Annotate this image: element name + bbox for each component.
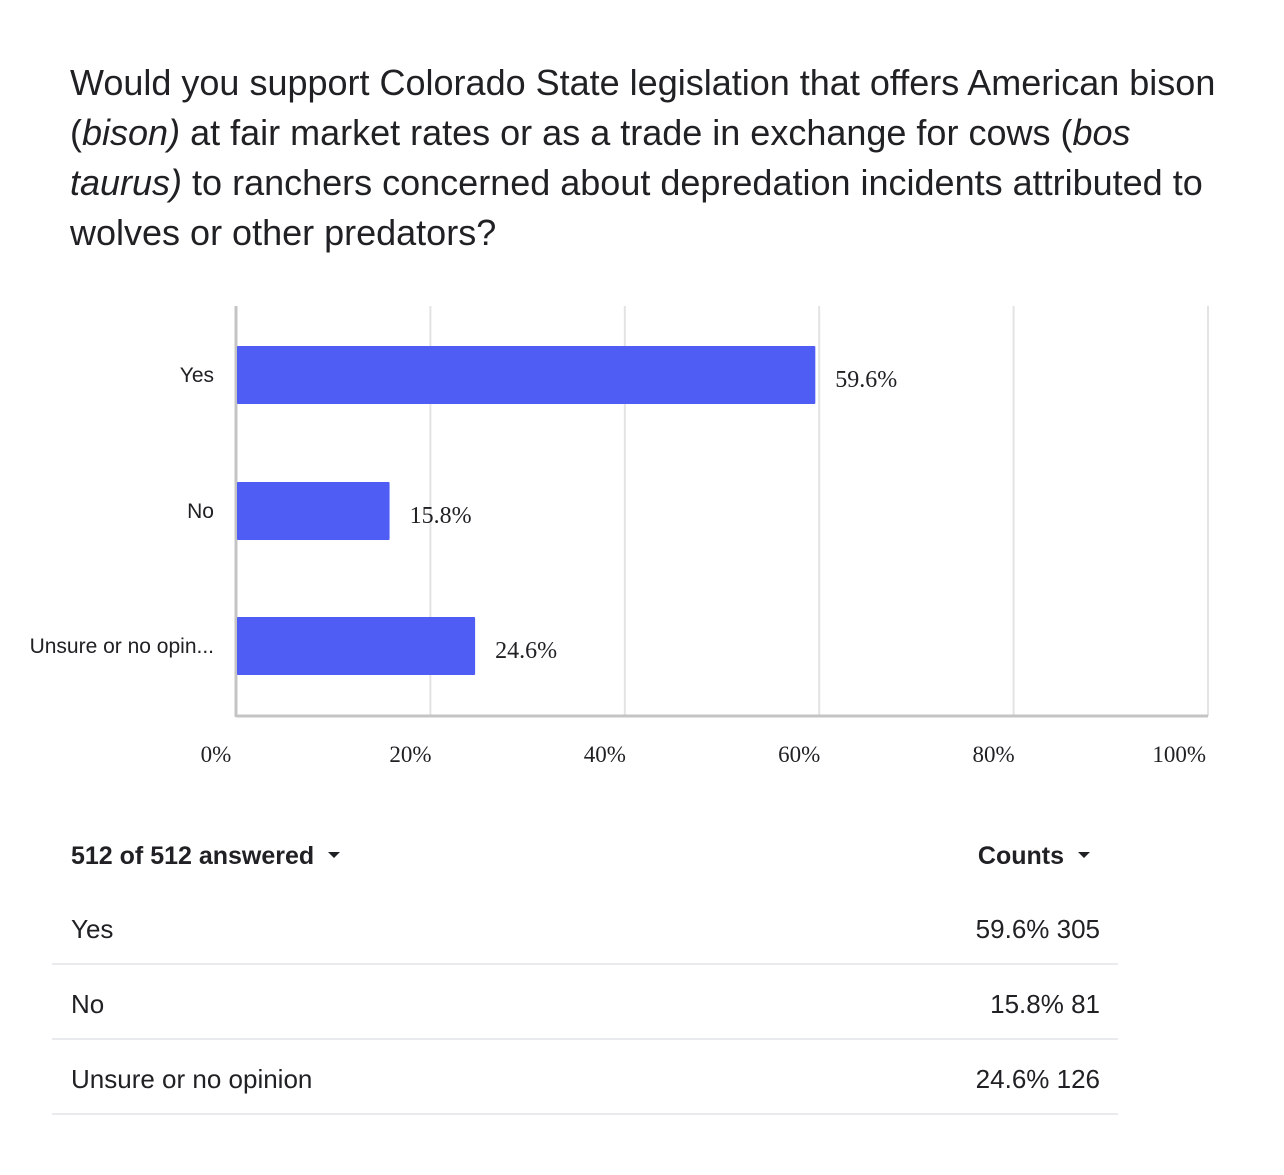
x-tick-label: 60%	[778, 742, 820, 767]
x-tick-label: 20%	[389, 742, 431, 767]
summary-table: 512 of 512 answered Counts Yes 59.6% 305…	[52, 830, 1118, 1115]
table-row-unsure: Unsure or no opinion 24.6% 126	[52, 1040, 1118, 1115]
row-label: No	[71, 989, 105, 1019]
table-row-no: No 15.8% 81	[52, 965, 1118, 1040]
category-label: Yes	[180, 364, 214, 387]
summary-header: 512 of 512 answered Counts	[52, 830, 1118, 890]
x-tick-label: 80%	[973, 742, 1015, 767]
question-text-2: at fair market rates or as a trade in ex…	[180, 112, 1073, 153]
question-italic-1: bison)	[82, 112, 181, 153]
answered-label: 512 of 512 answered	[71, 842, 315, 870]
bar	[237, 617, 476, 675]
row-label: Yes	[71, 914, 114, 944]
caret-down-icon	[328, 852, 341, 859]
question-text-3: to ranchers concerned about depredation …	[70, 162, 1203, 253]
row-value: 15.8% 81	[990, 989, 1100, 1019]
row-label: Unsure or no opinion	[71, 1064, 313, 1094]
question-italic-2: bos taurus)	[70, 112, 1131, 203]
bar-chart: 0% 20% 40% 60% 80% 100% Yes 59.6% No 15.8% Unsure …	[30, 306, 1209, 767]
data-label: 15.8%	[410, 503, 472, 529]
category-label: No	[187, 500, 214, 523]
category-label: Unsure or no opin...	[30, 635, 214, 658]
caret-down-icon	[1078, 852, 1090, 859]
table-row-yes: Yes 59.6% 305	[52, 890, 1118, 965]
counts-dropdown[interactable]: Counts	[978, 842, 1090, 871]
data-label: 59.6%	[835, 367, 897, 393]
bar	[237, 346, 816, 404]
question-text-1: Would you support Colorado State legisla…	[70, 62, 1216, 153]
x-tick-label: 0%	[201, 742, 232, 767]
x-tick-label: 40%	[584, 742, 626, 767]
bar	[237, 482, 390, 540]
answered-dropdown[interactable]: 512 of 512 answered	[71, 842, 341, 871]
counts-label: Counts	[977, 842, 1064, 870]
x-tick-label: 100%	[1152, 742, 1206, 767]
row-value: 24.6% 126	[975, 1064, 1100, 1094]
row-value: 59.6% 305	[975, 914, 1100, 944]
question-title: Would you support Colorado State legisla…	[70, 58, 1250, 258]
data-label: 24.6%	[495, 638, 557, 664]
